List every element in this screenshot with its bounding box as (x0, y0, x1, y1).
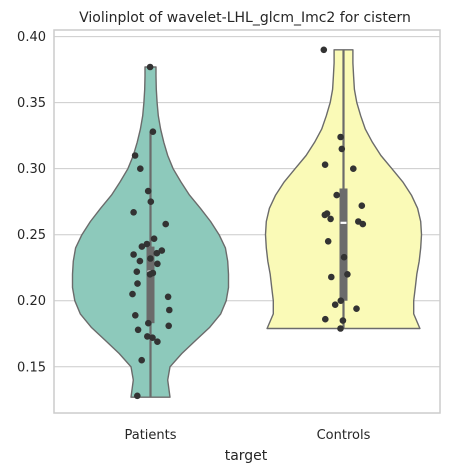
y-tick-label: 0.20 (17, 294, 46, 309)
data-point (162, 220, 169, 228)
data-point (331, 301, 339, 309)
data-point (147, 255, 154, 262)
data-point (358, 202, 366, 209)
data-point (327, 215, 334, 223)
data-point (136, 257, 144, 265)
data-point (146, 63, 154, 71)
data-point (143, 240, 151, 248)
data-point (144, 187, 152, 195)
data-point (134, 280, 141, 287)
plot-frame (53, 29, 441, 414)
data-point (321, 211, 329, 219)
data-point (145, 319, 152, 327)
data-point (322, 315, 329, 323)
x-tick-labels: Patients Controls (124, 428, 370, 443)
data-point (150, 235, 158, 242)
data-point (134, 392, 141, 400)
y-tick-label: 0.30 (17, 162, 46, 177)
data-point (144, 333, 151, 340)
data-point (340, 253, 348, 261)
data-point (353, 305, 360, 313)
strip-points (129, 46, 367, 400)
data-point (131, 152, 139, 159)
data-point (166, 306, 173, 314)
data-point (333, 191, 341, 199)
y-tick-label: 0.40 (17, 30, 46, 45)
x-tick-label: Patients (124, 428, 176, 443)
data-point (337, 325, 344, 332)
data-point (321, 161, 329, 168)
chart-title: Violinplot of wavelet-LHL_glcm_Imc2 for … (79, 10, 411, 26)
data-point (158, 247, 166, 254)
data-point (324, 238, 332, 245)
data-point (337, 297, 345, 305)
data-point (320, 46, 328, 54)
iqr-box (146, 246, 155, 324)
y-tick-labels: 0.15 0.20 0.25 0.30 0.35 0.40 (17, 30, 46, 375)
data-point (149, 334, 156, 342)
data-point (134, 326, 142, 334)
data-point (130, 209, 137, 216)
violins (71, 49, 423, 398)
data-point (137, 165, 144, 172)
data-point (344, 271, 351, 278)
inner-boxes (146, 49, 348, 398)
x-tick-label: Controls (317, 428, 371, 443)
data-point (149, 128, 157, 135)
data-point (147, 198, 155, 205)
y-tick-label: 0.35 (17, 96, 46, 111)
data-point (350, 165, 357, 172)
x-axis-label: target (225, 448, 268, 464)
y-tick-label: 0.15 (17, 360, 46, 375)
data-point (339, 317, 347, 324)
data-point (153, 249, 161, 257)
data-point (146, 271, 154, 278)
data-point (129, 290, 136, 298)
data-point (154, 338, 161, 346)
data-point (328, 273, 335, 281)
data-point (133, 268, 141, 276)
data-point (132, 312, 139, 319)
data-point (359, 220, 367, 228)
y-tick-label: 0.25 (17, 228, 46, 243)
data-point (338, 145, 346, 153)
data-point (154, 260, 161, 268)
data-point (138, 356, 145, 364)
iqr-box (339, 188, 348, 301)
data-point (138, 243, 146, 250)
data-point (164, 293, 172, 301)
data-point (130, 251, 137, 258)
data-point (337, 133, 344, 141)
data-point (165, 322, 172, 330)
